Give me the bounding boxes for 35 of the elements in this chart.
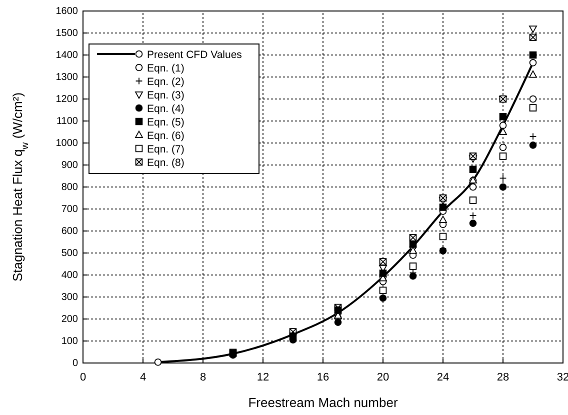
y-tick-label: 600	[61, 226, 78, 238]
y-tick-label: 1500	[56, 28, 78, 40]
y-tick-label: 500	[61, 248, 78, 260]
y-tick-label: 400	[61, 270, 78, 282]
x-tick-label: 0	[80, 371, 86, 384]
y-tick-label: 1100	[56, 116, 78, 128]
y-tick-label: 800	[61, 182, 78, 194]
legend-label: Present CFD Values	[147, 49, 242, 61]
legend-label: Eqn. (6)	[147, 130, 184, 142]
legend-label: Eqn. (1)	[147, 62, 184, 74]
y-tick-label: 900	[61, 160, 78, 172]
x-tick-label: 16	[316, 371, 330, 384]
y-tick-label: 1200	[56, 94, 78, 106]
y-tick-label: 100	[61, 336, 78, 348]
x-tick-label: 28	[496, 371, 510, 384]
legend-label: Eqn. (3)	[147, 90, 184, 102]
legend-label: Eqn. (4)	[147, 103, 184, 115]
x-tick-label: 4	[140, 371, 146, 384]
x-tick-label: 8	[200, 371, 206, 384]
y-tick-label: 1300	[56, 72, 78, 84]
x-tick-label: 20	[376, 371, 390, 384]
y-tick-label: 0	[72, 358, 78, 370]
y-tick-label: 1400	[56, 50, 78, 62]
y-tick-label: 300	[61, 292, 78, 304]
legend-label: Eqn. (8)	[147, 157, 184, 169]
legend-label: Eqn. (5)	[147, 116, 184, 128]
x-axis-title: Freestream Mach number	[248, 395, 398, 410]
legend-label: Eqn. (2)	[147, 76, 184, 88]
x-tick-label: 24	[436, 371, 450, 384]
y-tick-label: 1600	[56, 6, 78, 18]
y-tick-label: 1000	[56, 138, 78, 150]
legend-label: Eqn. (7)	[147, 144, 184, 156]
y-tick-label: 700	[61, 204, 78, 216]
x-tick-label: 12	[256, 371, 270, 384]
y-tick-label: 200	[61, 314, 78, 326]
